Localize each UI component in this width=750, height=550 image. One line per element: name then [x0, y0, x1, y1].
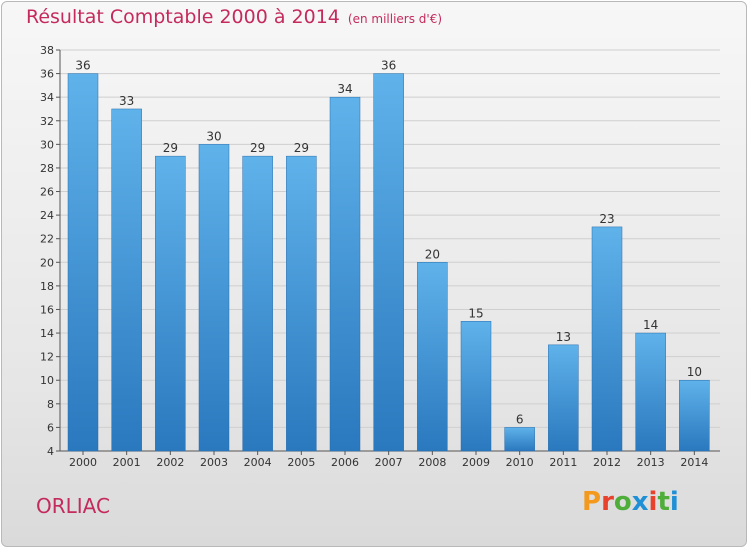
x-tick-label: 2012 [593, 456, 621, 469]
logo-letter: i [669, 487, 679, 517]
bar [111, 108, 142, 452]
y-tick-label: 16 [40, 303, 54, 316]
data-label: 33 [119, 94, 134, 108]
y-tick-label: 4 [47, 445, 54, 458]
bar [635, 332, 666, 452]
logo-letter: P [582, 487, 602, 517]
y-tick-label: 30 [40, 138, 54, 151]
bar [198, 144, 230, 452]
y-tick-label: 32 [40, 115, 54, 128]
x-tick-labels: 2000 2001 2002 2003 2004 2005 2006 2007 2008 2009… [69, 451, 708, 469]
y-tick-label: 34 [40, 91, 54, 104]
bar [329, 96, 361, 452]
y-tick-label: 22 [40, 233, 54, 246]
x-tick-label: 2004 [244, 456, 272, 469]
y-tick-label: 26 [40, 186, 54, 199]
bars [67, 73, 710, 452]
location-name: ORLIAC [36, 494, 110, 518]
data-label: 23 [599, 212, 614, 226]
bar [548, 344, 579, 452]
x-tick-label: 2001 [113, 456, 141, 469]
title-main: Résultat Comptable 2000 à 2014 [26, 6, 340, 28]
logo-letter: x [631, 487, 649, 517]
data-label: 36 [75, 59, 90, 73]
x-tick-label: 2013 [637, 456, 665, 469]
bar [679, 379, 710, 452]
bar [460, 321, 492, 452]
bar [67, 73, 99, 452]
data-label: 36 [381, 59, 396, 73]
bar [242, 155, 273, 452]
data-label: 34 [337, 82, 352, 96]
logo-letter: r [601, 487, 614, 517]
x-tick-label: 2009 [462, 456, 490, 469]
y-tick-label: 24 [40, 209, 54, 222]
bar [155, 155, 186, 452]
logo-letter: t [657, 487, 670, 517]
data-label: 15 [468, 306, 483, 320]
bar [417, 262, 448, 452]
y-tick-label: 8 [47, 398, 54, 411]
y-tick-label: 28 [40, 162, 54, 175]
data-label: 29 [294, 141, 309, 155]
data-label: 6 [516, 412, 524, 426]
bar [373, 73, 404, 452]
y-tick-label: 18 [40, 280, 54, 293]
y-tick-label: 6 [47, 421, 54, 434]
proxiti-logo: Proxiti [582, 487, 679, 517]
x-tick-label: 2010 [506, 456, 534, 469]
x-tick-label: 2000 [69, 456, 97, 469]
data-label: 20 [425, 247, 440, 261]
bar [504, 427, 535, 452]
data-label: 14 [643, 318, 658, 332]
data-label: 30 [206, 129, 221, 143]
x-tick-label: 2002 [156, 456, 184, 469]
bar [286, 155, 317, 452]
data-label: 13 [556, 330, 571, 344]
x-tick-label: 2008 [418, 456, 446, 469]
chart-title: Résultat Comptable 2000 à 2014 (en millie… [26, 6, 442, 28]
data-labels: 36 33 29 30 29 29 34 36 20 15 6 13 23 14 10 [75, 59, 702, 427]
logo-letter: i [648, 487, 658, 517]
title-unit: (en milliers d'€) [347, 12, 443, 26]
x-tick-label: 2003 [200, 456, 228, 469]
x-tick-label: 2011 [549, 456, 577, 469]
y-tick-label: 12 [40, 351, 54, 364]
logo-letter: o [613, 487, 632, 517]
data-label: 29 [250, 141, 265, 155]
x-tick-label: 2005 [287, 456, 315, 469]
y-tick-label: 38 [40, 44, 54, 57]
x-tick-label: 2014 [680, 456, 708, 469]
x-tick-label: 2006 [331, 456, 359, 469]
y-tick-label: 20 [40, 256, 54, 269]
y-tick-label: 36 [40, 68, 54, 81]
y-tick-labels: 4 6 8 10 12 14 16 18 20 22 24 26 28 30 32 34 36 38 [40, 44, 54, 458]
x-tick-label: 2007 [375, 456, 403, 469]
data-label: 29 [163, 141, 178, 155]
y-tick-label: 14 [40, 327, 54, 340]
data-label: 10 [687, 365, 702, 379]
bar [591, 226, 623, 452]
y-tick-label: 10 [40, 374, 54, 387]
